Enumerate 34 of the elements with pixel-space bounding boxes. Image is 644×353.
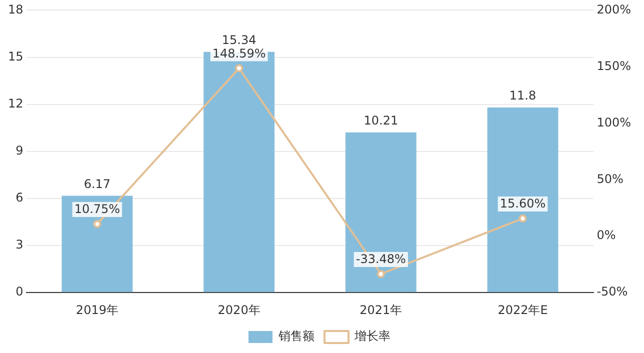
y2-tick-label: 50% <box>596 172 624 186</box>
y2-tick-label: 200% <box>596 2 632 16</box>
y-tick-label: 18 <box>8 2 24 16</box>
x-tick-label: 2021年 <box>360 302 402 317</box>
data-label: 15.34 <box>222 33 256 48</box>
bar <box>345 132 416 292</box>
bar <box>487 107 558 292</box>
data-label: 6.17 <box>84 176 111 191</box>
point <box>235 64 244 72</box>
y-tick-label: 12 <box>8 96 24 110</box>
bar <box>62 196 133 292</box>
data-label: 10.75% <box>74 202 120 216</box>
legend-label: 增长率 <box>354 329 390 344</box>
y2-tick-label: -50% <box>596 284 628 299</box>
y-tick-label: 9 <box>16 144 24 158</box>
y2-tick-label: 0% <box>596 228 616 242</box>
legend-label: 销售额 <box>278 329 314 344</box>
y-tick-label: 15 <box>8 49 24 64</box>
x-tick-label: 2020年 <box>218 302 260 317</box>
data-label: 10.21 <box>364 114 398 128</box>
y2-tick-label: 150% <box>596 58 632 73</box>
data-label: 15.60% <box>500 196 546 211</box>
point <box>376 270 385 278</box>
point <box>518 214 527 222</box>
data-label: -33.48% <box>356 252 406 266</box>
point <box>93 220 102 228</box>
data-label: 148.59% <box>212 46 266 60</box>
y-tick-label: 3 <box>16 238 24 252</box>
data-label: 11.8 <box>509 88 536 103</box>
y2-tick-label: 100% <box>596 115 632 130</box>
x-tick-label: 2019年 <box>76 302 118 317</box>
x-tick-label: 2022年E <box>498 302 548 317</box>
y-tick-label: 0 <box>16 284 24 299</box>
y-tick-label: 6 <box>16 190 24 205</box>
